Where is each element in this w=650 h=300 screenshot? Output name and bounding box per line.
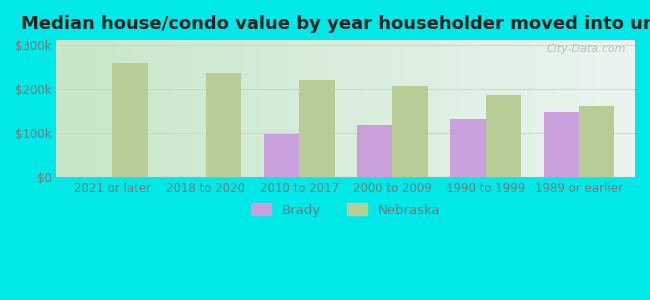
Bar bbox=[579, 106, 614, 177]
Bar bbox=[543, 112, 579, 177]
Bar bbox=[112, 63, 148, 177]
Bar bbox=[206, 73, 241, 177]
Bar bbox=[299, 80, 335, 177]
Text: City-Data.com: City-Data.com bbox=[547, 44, 627, 54]
Legend: Brady, Nebraska: Brady, Nebraska bbox=[246, 198, 445, 222]
Bar bbox=[357, 125, 393, 177]
Bar bbox=[393, 86, 428, 177]
Title: Median house/condo value by year householder moved into unit: Median house/condo value by year househo… bbox=[21, 15, 650, 33]
Bar bbox=[264, 134, 299, 177]
Bar bbox=[450, 119, 486, 177]
Bar bbox=[486, 95, 521, 177]
